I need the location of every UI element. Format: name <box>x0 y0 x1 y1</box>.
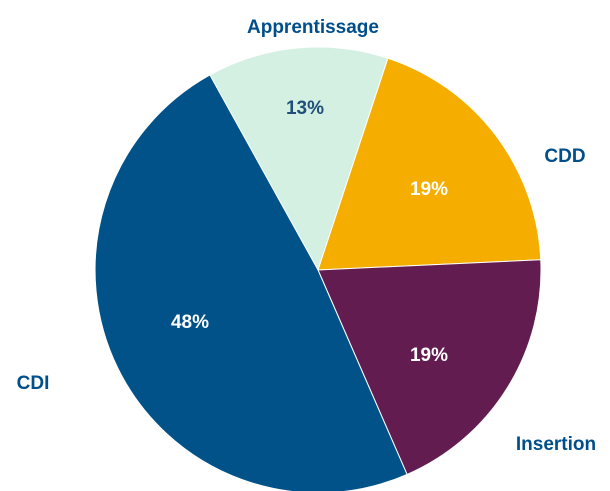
pie-value-label-insertion: 19% <box>410 345 448 366</box>
pie-slice-apprentissage <box>209 46 389 272</box>
pie-value-label-apprentissage: 13% <box>286 98 324 119</box>
pie-category-label-apprentissage: Apprentissage <box>247 17 379 38</box>
pie-value-label-cdi: 48% <box>171 312 209 333</box>
pie-slice-insertion <box>317 259 542 476</box>
pie-slice-cdi <box>94 74 408 491</box>
pie-category-label-cdd: CDD <box>544 146 585 167</box>
pie-value-label-cdd: 19% <box>410 179 448 200</box>
pie-slice-cdd <box>317 57 542 271</box>
pie-category-label-cdi: CDI <box>17 373 50 394</box>
pie-category-label-insertion: Insertion <box>516 434 596 455</box>
